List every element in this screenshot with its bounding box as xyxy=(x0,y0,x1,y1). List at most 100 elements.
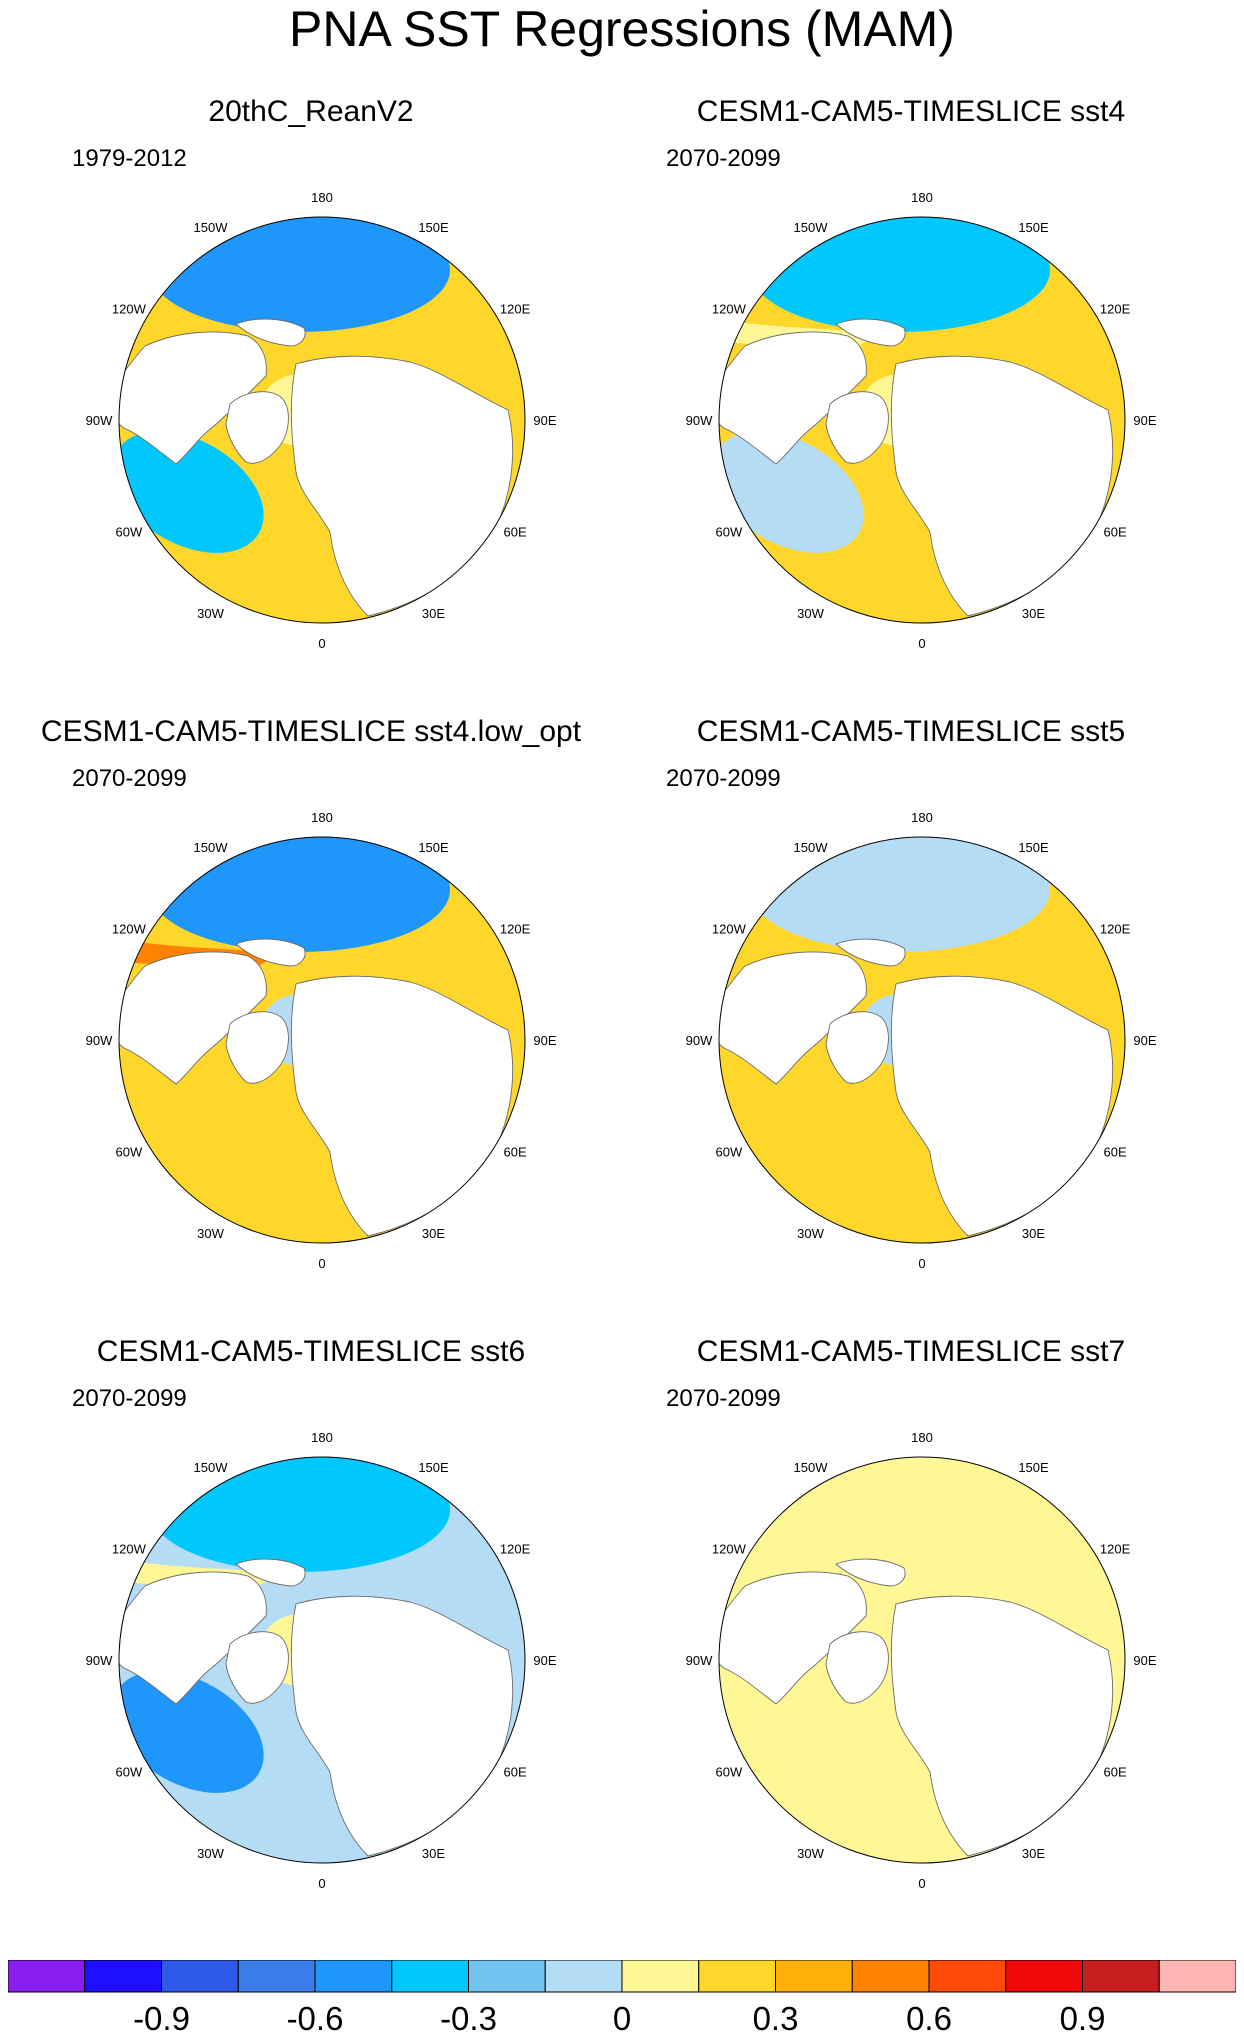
map-boundary xyxy=(718,1456,1126,1864)
longitude-label: 90W xyxy=(686,1033,713,1048)
sst-north-pacific-core xyxy=(220,860,380,920)
longitude-label: 30E xyxy=(422,1226,445,1241)
sst-atlantic-west-region xyxy=(719,1671,864,1793)
land-mask-0 xyxy=(119,951,267,1085)
longitude-label: 60W xyxy=(116,525,143,540)
colorbar: -0.9 -0.6 -0.3 0 0.3 0.6 0.9 xyxy=(8,1960,1236,2038)
longitude-label: 90E xyxy=(533,413,556,428)
colorbar-swatch xyxy=(1158,1960,1236,1993)
land-mask-0 xyxy=(719,331,867,465)
colorbar-tick-label: -0.9 xyxy=(133,2000,190,2037)
longitude-label: 30E xyxy=(422,606,445,621)
polar-map: 180 150E 120E 90E 60E 30E 0 30W 60W 90W 120W 150W xyxy=(86,810,557,1271)
longitude-label: 60E xyxy=(504,1145,527,1160)
longitude-label: 150E xyxy=(1018,840,1049,855)
longitude-label: 150E xyxy=(418,1460,449,1475)
panel-period: 2070-2099 xyxy=(72,1385,187,1412)
sst-north-pacific-core xyxy=(820,860,980,920)
longitude-label: 60W xyxy=(716,1145,743,1160)
longitude-label: 120W xyxy=(712,1542,747,1557)
land-mask-0 xyxy=(719,1571,867,1705)
sst-field xyxy=(119,837,525,1243)
map-panel-sst6: CESM1-CAM5-TIMESLICE sst6 2070-2099 180 1… xyxy=(0,1332,622,1952)
longitude-label: 90E xyxy=(1133,1653,1156,1668)
longitude-label: 90E xyxy=(533,1033,556,1048)
longitude-label: 180 xyxy=(911,190,933,205)
land-mask-3 xyxy=(235,318,306,347)
longitude-label: 150E xyxy=(418,220,449,235)
colorbar-swatch xyxy=(698,1960,776,1993)
colorbar-swatch xyxy=(1082,1960,1160,1993)
longitude-label: 30W xyxy=(197,1226,224,1241)
land-mask-3 xyxy=(835,318,906,347)
colorbar-swatch xyxy=(161,1960,239,1993)
colorbar-tick-label: -0.3 xyxy=(440,2000,497,2037)
longitude-label: 60W xyxy=(116,1765,143,1780)
sst-atlantic-west-region xyxy=(119,1671,264,1793)
sst-atlantic-west-region xyxy=(119,431,264,553)
longitude-label: 0 xyxy=(318,1876,325,1891)
longitude-label: 0 xyxy=(318,1256,325,1271)
longitude-label: 90W xyxy=(686,413,713,428)
colorbar-swatch xyxy=(8,1960,86,1993)
map-boundary xyxy=(118,836,526,1244)
panel-period: 2070-2099 xyxy=(666,1385,781,1412)
longitude-label: 0 xyxy=(918,636,925,651)
longitude-label: 150W xyxy=(194,220,229,235)
longitude-label: 30W xyxy=(797,606,824,621)
sst-field xyxy=(719,1457,1125,1863)
map-panel-sst5: CESM1-CAM5-TIMESLICE sst5 2070-2099 180 1… xyxy=(600,712,1222,1332)
colorbar-swatch xyxy=(851,1960,930,1993)
map-boundary xyxy=(118,1456,526,1864)
sst-field xyxy=(119,217,525,623)
panel-period: 2070-2099 xyxy=(666,765,781,792)
longitude-label: 90E xyxy=(533,1653,556,1668)
longitude-label: 60W xyxy=(116,1145,143,1160)
land-mask-1 xyxy=(825,1631,889,1704)
map-panel-sst4-low-opt: CESM1-CAM5-TIMESLICE sst4.low_opt 2070-2… xyxy=(0,712,622,1332)
map-boundary xyxy=(118,216,526,624)
longitude-label: 180 xyxy=(911,810,933,825)
polar-map: 180 150E 120E 90E 60E 30E 0 30W 60W 90W 120W 150W xyxy=(86,1430,557,1891)
longitude-label: 180 xyxy=(911,1430,933,1445)
land-mask-3 xyxy=(235,938,306,967)
sst-north-pacific-core xyxy=(820,240,980,300)
longitude-label: 60W xyxy=(716,1765,743,1780)
longitude-label: 120E xyxy=(1100,302,1131,317)
colorbar-swatch xyxy=(928,1960,1007,1993)
land-mask-1 xyxy=(825,391,889,464)
polar-map: 180 150E 120E 90E 60E 30E 0 30W 60W 90W 120W 150W xyxy=(686,1430,1157,1891)
sst-atlantic-west-region xyxy=(719,1051,864,1173)
panel-title: CESM1-CAM5-TIMESLICE sst7 xyxy=(696,1335,1126,1368)
longitude-label: 120E xyxy=(1100,922,1131,937)
colorbar-swatch xyxy=(314,1960,393,1993)
longitude-label: 120E xyxy=(500,302,531,317)
longitude-label: 90W xyxy=(686,1653,713,1668)
longitude-label: 150W xyxy=(794,840,829,855)
colorbar-swatch xyxy=(775,1960,853,1993)
longitude-label: 120E xyxy=(1100,1542,1131,1557)
longitude-label: 0 xyxy=(918,1876,925,1891)
longitude-label: 60E xyxy=(1104,1145,1127,1160)
longitude-label: 60E xyxy=(1104,1765,1127,1780)
longitude-label: 30E xyxy=(1022,1226,1045,1241)
colorbar-swatch xyxy=(621,1960,700,1993)
colorbar-swatch xyxy=(391,1960,469,1993)
longitude-label: 150W xyxy=(194,1460,229,1475)
sst-north-pacific-core xyxy=(220,1480,380,1540)
colorbar-swatch xyxy=(1005,1960,1083,1993)
land-mask-1 xyxy=(825,1011,889,1084)
longitude-label: 60E xyxy=(1104,525,1127,540)
longitude-label: 90E xyxy=(1133,1033,1156,1048)
longitude-label: 60E xyxy=(504,525,527,540)
colorbar-svg: -0.9 -0.6 -0.3 0 0.3 0.6 0.9 xyxy=(8,1960,1236,2037)
map-panel-20thc-reanv2: 20thC_ReanV2 1979-2012 180 150E 120E 90E 60E… xyxy=(0,92,622,712)
land-mask-0 xyxy=(719,951,867,1085)
longitude-label: 150W xyxy=(794,220,829,235)
map-boundary xyxy=(718,216,1126,624)
colorbar-swatch xyxy=(468,1960,546,1993)
land-mask-0 xyxy=(119,331,267,465)
longitude-label: 60E xyxy=(504,1765,527,1780)
longitude-label: 150W xyxy=(194,840,229,855)
polar-map: 180 150E 120E 90E 60E 30E 0 30W 60W 90W 120W 150W xyxy=(686,810,1157,1271)
